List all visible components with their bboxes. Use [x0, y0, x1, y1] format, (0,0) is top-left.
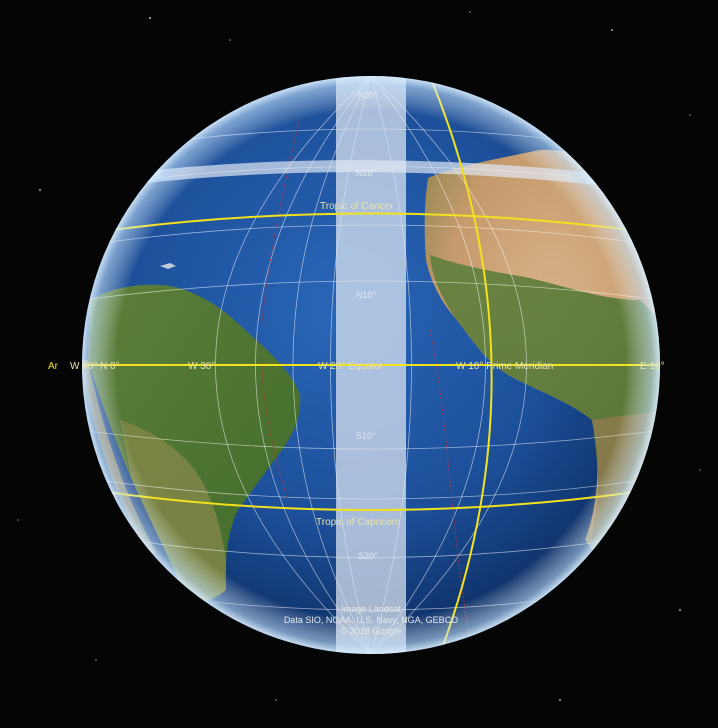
label-n30: N30°	[358, 90, 379, 100]
label-tropic-of-capricorn: Tropic of Capricorn	[316, 517, 401, 528]
label-s10: S10°	[356, 431, 376, 441]
label-w10-prime-meridian: W 10° Prime Meridian	[456, 361, 553, 372]
label-w30: W 30°	[188, 361, 215, 372]
starfield	[17, 11, 701, 701]
label-n10: N10°	[356, 290, 377, 300]
label-n20: N20°	[356, 168, 377, 178]
attribution-line-1: Image Landsat	[341, 604, 401, 614]
label-w40: W 40° N 0°	[70, 361, 120, 372]
atmosphere-rim	[82, 76, 660, 654]
label-e10: E 10°	[640, 361, 665, 372]
label-w20-equator: W 20° Equator	[318, 361, 384, 372]
label-tropic-of-cancer: Tropic of Cancer	[320, 201, 394, 212]
map-labels: Ar W 40° N 0° W 30° W 20° Equator W 10° …	[48, 90, 665, 636]
left-label: Ar	[48, 361, 59, 372]
label-s20: S20°	[358, 551, 378, 561]
attribution-line-3: © 2018 Google	[341, 626, 402, 636]
attribution-line-2: Data SIO, NOAA, U.S. Navy, NGA, GEBCO	[284, 615, 458, 625]
